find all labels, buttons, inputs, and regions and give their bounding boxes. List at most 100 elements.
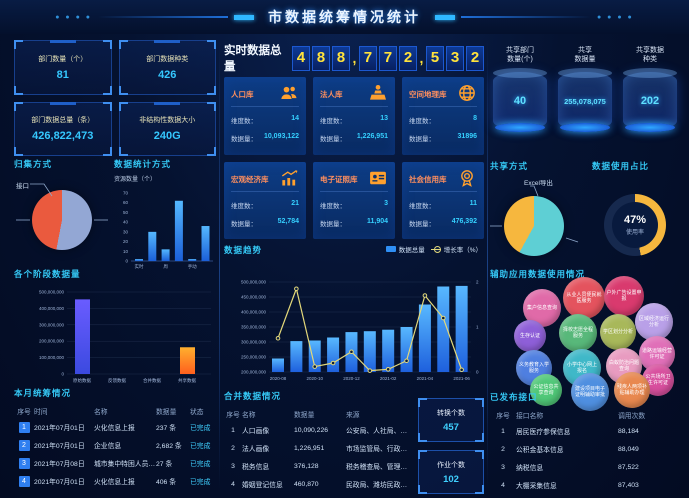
corner-decoration <box>118 101 128 111</box>
bubble-app[interactable]: 生存认证 <box>514 320 546 352</box>
database-card-header: 空间地理库 <box>409 83 477 107</box>
stat-card: 部门数据总量（条） 426,822,473 <box>14 101 112 156</box>
corner-decoration <box>102 101 112 111</box>
table-cell: 税务稽查局、管理税… <box>346 464 412 471</box>
bubble-app[interactable]: 公证信息共享查询 <box>530 374 562 406</box>
svg-text:2021-04: 2021-04 <box>417 376 434 381</box>
bubble-label: 小学中心网上报名 <box>566 361 597 374</box>
legend-item-volume[interactable]: 数据总量 <box>385 244 425 254</box>
bubble-label: 生存认证 <box>519 332 540 339</box>
table-cell: 1 <box>501 427 505 435</box>
cylinder-value: 40 <box>513 95 527 107</box>
table-cell: 大棚采集信息 <box>516 483 557 490</box>
realtime-digit: 2 <box>399 45 417 71</box>
corner-decoration <box>14 101 23 111</box>
database-card[interactable]: 空间地理库 维度数： 8 数据量： 31896 <box>402 77 484 155</box>
stat-card: 部门数据种类 426 <box>118 40 216 95</box>
bubble-label: 户外广告设置申报 <box>606 289 642 302</box>
growth-point <box>349 349 354 355</box>
table-cell: 城市集中特困人员享受 <box>94 461 156 468</box>
realtime-digit: 2 <box>466 45 484 71</box>
bubble-label: 公共场所卫生许可证 <box>645 373 671 386</box>
table-row: 3 2021年07月08日 城市集中特困人员享受 27 条 已完成 <box>14 454 216 472</box>
row-index: 2 <box>14 439 34 451</box>
corner-decoration <box>207 101 216 111</box>
bar <box>135 259 143 261</box>
panel-merge-data: 合并数据情况 序号 名称 数据量 来源 1 人口画像 10,090,226 公安局、人社局、卫… <box>224 390 484 494</box>
stat-card: 非结构性数据大小 240G <box>118 101 216 156</box>
cylinder-value: 202 <box>640 95 660 107</box>
svg-text:反馈数据: 反馈数据 <box>108 377 126 384</box>
column-header: 名称 <box>94 408 108 416</box>
legend-label: 数据总量 <box>398 247 425 254</box>
stage-volume-bar-chart[interactable]: 500,000,000 400,000,000 300,000,000 200,000… <box>14 280 216 397</box>
corner-decoration <box>14 40 23 49</box>
collect-method-pie-chart[interactable] <box>32 190 92 250</box>
bubble-app[interactable]: 学区划分分析 <box>600 314 636 350</box>
database-cards-grid: 人口库 维度数： 14 数据量： 10,093,122 法人库 维度数： 13 数据量： 1,22… <box>224 77 484 239</box>
bar <box>148 231 157 261</box>
bubble-app[interactable]: 残疾人两项补贴辅助办理 <box>614 372 650 408</box>
realtime-digit: , <box>352 50 357 66</box>
svg-text:0: 0 <box>125 259 128 264</box>
svg-text:30: 30 <box>123 229 129 234</box>
legend-swatch-bar <box>385 246 396 252</box>
corner-decoration <box>418 433 427 442</box>
stat-card-label: 非结构性数据大小 <box>139 117 196 125</box>
database-name: 空间地理库 <box>409 90 447 99</box>
database-card[interactable]: 电子证照库 维度数： 3 数据量： 11,904 <box>313 161 395 239</box>
bar <box>327 337 340 372</box>
table-cell: 企业信息 <box>94 443 122 450</box>
header-bar: ● ● ● ● 市数据统筹情况统计 ● ● ● ● <box>0 0 689 34</box>
column-header: 序号 <box>17 408 31 416</box>
bar <box>201 226 210 261</box>
svg-text:300,000,000: 300,000,000 <box>241 340 267 345</box>
row-index-badge: 1 <box>18 421 30 433</box>
stat-method-bar-chart[interactable]: 0 10 20 30 40 50 60 70 实时 周 手动 <box>114 183 216 278</box>
bar <box>308 340 321 372</box>
bubble-app[interactable]: 从业人员便民就医服务 <box>563 277 605 319</box>
growth-point <box>385 367 391 372</box>
realtime-digit: 8 <box>332 45 350 71</box>
svg-text:手动: 手动 <box>188 263 197 270</box>
svg-text:2021-06: 2021-06 <box>453 376 470 381</box>
svg-text:2020-10: 2020-10 <box>306 376 323 381</box>
panel-title: 已发布接口 <box>490 392 538 402</box>
panel-published-apis: 已发布接口 序号 接口名称 调用次数 1 居民医疗参保信息 88,184 2 公积金基本信息 8… <box>490 391 680 493</box>
merge-data-table: 序号 名称 数据量 来源 1 人口画像 10,090,226 公安局、人社局、卫… 2 法人画像 1… <box>224 406 412 493</box>
table-cell: 406 条 <box>156 479 177 486</box>
bubble-label: 从业人员便民就医服务 <box>566 291 602 304</box>
database-card[interactable]: 宏观经济库 维度数： 21 数据量： 52,784 <box>224 161 306 239</box>
database-card[interactable]: 社会信用库 维度数： 11 数据量： 476,392 <box>402 161 484 239</box>
table-header-row: 序号 名称 数据量 来源 <box>224 406 412 421</box>
dots-decoration: ● ● ● ● <box>597 13 634 21</box>
legend-item-growth[interactable]: 增长率（%） <box>430 244 482 254</box>
row-index: 4 <box>14 475 34 487</box>
realtime-digit: 5 <box>426 45 444 71</box>
database-card[interactable]: 法人库 维度数： 13 数据量： 1,226,951 <box>313 77 395 155</box>
volume-label: 数据量： <box>320 220 346 228</box>
corner-decoration <box>207 40 216 49</box>
bar <box>188 259 197 261</box>
volume-row: 数据量： 31896 <box>409 133 477 143</box>
table-row: 2 法人画像 1,226,951 市场监管局、行政审… <box>224 439 412 457</box>
table-cell: 87,522 <box>618 463 639 471</box>
bubble-app[interactable]: 户外广告设置申报 <box>604 276 644 316</box>
dimension-value: 14 <box>291 115 299 122</box>
bubble-label: 集户信息查询 <box>526 304 557 311</box>
database-card[interactable]: 人口库 维度数： 14 数据量： 10,093,122 <box>224 77 306 155</box>
stat-card-label: 部门数据种类 <box>146 55 189 63</box>
count-box: 转换个数 457 <box>418 398 484 442</box>
volume-row: 数据量： 1,226,951 <box>320 133 388 143</box>
bubble-app[interactable]: 建设项目电子证明辅助审批 <box>571 373 609 411</box>
table-cell: 人口画像 <box>242 428 270 435</box>
bubble-app[interactable]: 择校志愿全程服务 <box>559 314 597 352</box>
stat-card-label: 部门数量（个） <box>38 55 88 63</box>
bubble-app[interactable]: 区域经济运行分析 <box>635 303 673 341</box>
svg-text:2021-02: 2021-02 <box>380 376 397 381</box>
svg-text:350,000,000: 350,000,000 <box>241 325 267 330</box>
data-trend-chart[interactable]: 500,000,000 450,000,000 400,000,000 350,000… <box>224 256 484 393</box>
database-card-header: 人口库 <box>231 83 299 107</box>
share-method-pie-chart[interactable] <box>504 196 564 256</box>
usage-donut-chart[interactable]: 47% 使用率 <box>604 194 666 256</box>
